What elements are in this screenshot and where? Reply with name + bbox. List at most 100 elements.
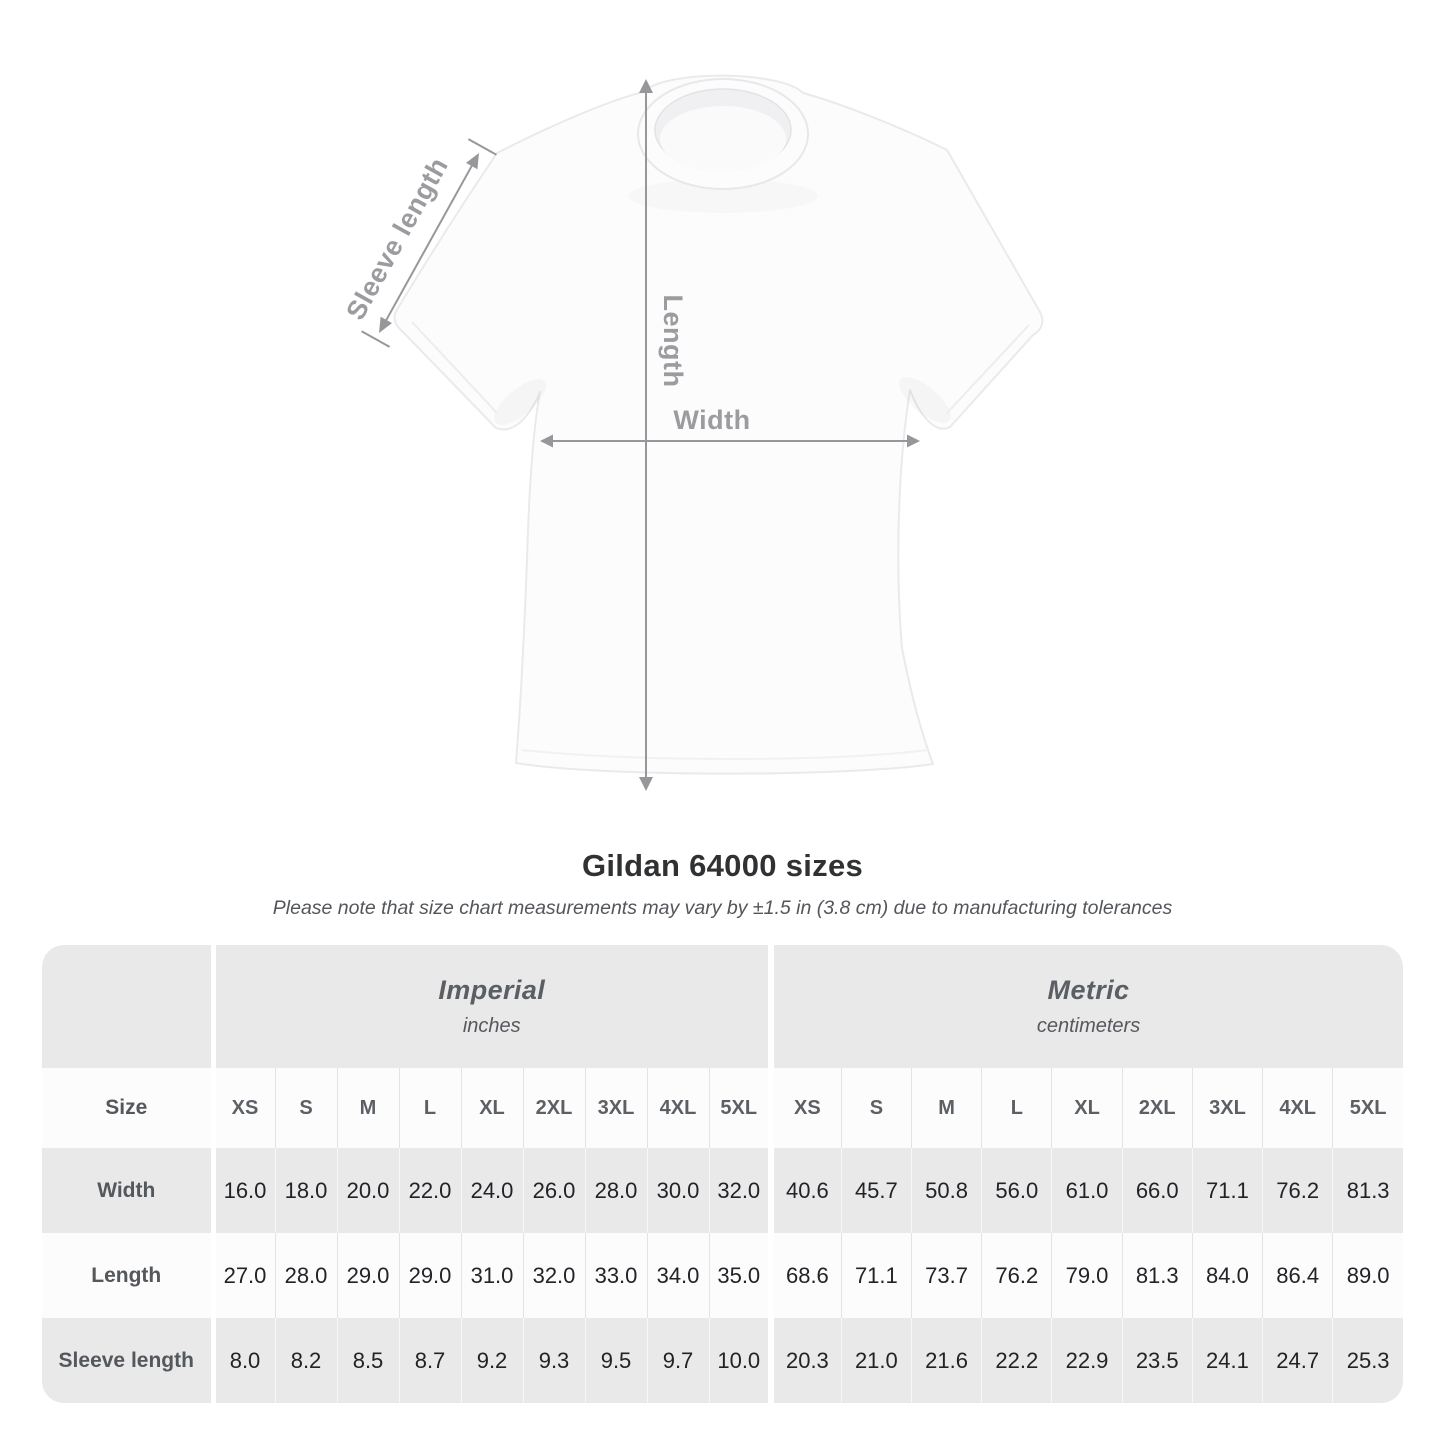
tshirt-illustration <box>393 74 1044 775</box>
measurement-cell: 81.3 <box>1332 1148 1403 1233</box>
metric-sublabel: centimeters <box>1036 1015 1141 1037</box>
measurement-cell: 24.1 <box>1191 1318 1263 1403</box>
measurement-cell: 66.0 <box>1121 1148 1193 1233</box>
measurement-cell: 73.7 <box>910 1233 982 1318</box>
row-label: Length <box>42 1233 213 1318</box>
measurement-cell: 61.0 <box>1051 1148 1123 1233</box>
sleeve-length-arrow <box>361 138 497 348</box>
measurement-cell: 26.0 <box>522 1148 585 1233</box>
measurement-cell: 76.2 <box>981 1233 1052 1318</box>
measurement-cell: 9.5 <box>584 1318 647 1403</box>
measurement-cell: 86.4 <box>1262 1233 1333 1318</box>
size-col-header: XS <box>210 1068 275 1148</box>
measurement-cell: 20.0 <box>336 1148 399 1233</box>
length-arrow <box>639 79 653 791</box>
measurement-cell: 8.7 <box>398 1318 461 1403</box>
size-corner-label: Size <box>42 1068 213 1148</box>
measurement-cell: 9.3 <box>522 1318 585 1403</box>
measurement-cell: 34.0 <box>646 1233 709 1318</box>
size-col-header: 5XL <box>1332 1068 1403 1148</box>
size-col-header: XL <box>1051 1068 1123 1148</box>
size-col-header: S <box>840 1068 912 1148</box>
unit-group-header-row: Imperial inches Metric centimeters <box>42 945 1403 1068</box>
page-title: Gildan 64000 sizes <box>581 848 864 883</box>
length-label: Length <box>658 295 688 388</box>
size-col-header: 2XL <box>522 1068 585 1148</box>
width-arrow <box>540 434 920 448</box>
measurement-cell: 18.0 <box>274 1148 337 1233</box>
measurement-cell: 8.0 <box>210 1318 275 1403</box>
measurement-cell: 40.6 <box>768 1148 842 1233</box>
measurement-cell: 23.5 <box>1121 1318 1193 1403</box>
size-col-header: S <box>274 1068 337 1148</box>
measurement-cell: 8.2 <box>274 1318 337 1403</box>
size-header-row: Size XS S M L XL 2XL 3XL 4XL 5XL XS S M … <box>42 1068 1403 1148</box>
size-table: Imperial inches Metric centimeters Size … <box>42 945 1403 1403</box>
measurement-cell: 79.0 <box>1051 1233 1123 1318</box>
tolerance-note: Please note that size chart measurements… <box>272 897 1173 919</box>
measurement-cell: 32.0 <box>522 1233 585 1318</box>
measurement-cell: 25.3 <box>1332 1318 1403 1403</box>
measurement-cell: 8.5 <box>336 1318 399 1403</box>
size-col-header: M <box>336 1068 399 1148</box>
imperial-group-header: Imperial inches <box>210 945 772 1068</box>
measurement-cell: 68.6 <box>768 1233 842 1318</box>
group-corner-cell <box>42 945 213 1068</box>
measurement-cell: 81.3 <box>1121 1233 1193 1318</box>
measurement-cell: 21.0 <box>840 1318 912 1403</box>
measurement-cell: 20.3 <box>768 1318 842 1403</box>
measurement-cell: 33.0 <box>584 1233 647 1318</box>
size-col-header: XL <box>460 1068 523 1148</box>
size-col-header: XS <box>768 1068 842 1148</box>
width-label: Width <box>673 405 750 435</box>
size-col-header: L <box>981 1068 1052 1148</box>
table-row-sleeve-length: Sleeve length 8.0 8.2 8.5 8.7 9.2 9.3 9.… <box>42 1318 1403 1403</box>
measurement-cell: 22.9 <box>1051 1318 1123 1403</box>
measurement-cell: 24.0 <box>460 1148 523 1233</box>
measurement-cell: 22.2 <box>981 1318 1052 1403</box>
collar <box>637 78 809 190</box>
measurement-cell: 56.0 <box>981 1148 1052 1233</box>
measurement-cell: 29.0 <box>398 1233 461 1318</box>
measurement-cell: 28.0 <box>584 1148 647 1233</box>
measurement-cell: 71.1 <box>1191 1148 1263 1233</box>
imperial-sublabel: inches <box>462 1015 521 1037</box>
measurement-cell: 28.0 <box>274 1233 337 1318</box>
size-col-header: 4XL <box>1262 1068 1333 1148</box>
measurement-cell: 30.0 <box>646 1148 709 1233</box>
measurement-cell: 76.2 <box>1262 1148 1333 1233</box>
imperial-label: Imperial <box>438 975 546 1005</box>
measurement-cell: 9.2 <box>460 1318 523 1403</box>
size-col-header: M <box>910 1068 982 1148</box>
measurement-cell: 84.0 <box>1191 1233 1263 1318</box>
measurement-cell: 10.0 <box>708 1318 772 1403</box>
measurement-cell: 71.1 <box>840 1233 912 1318</box>
table-row-width: Width 16.0 18.0 20.0 22.0 24.0 26.0 28.0… <box>42 1148 1403 1233</box>
size-col-header: 3XL <box>1191 1068 1263 1148</box>
size-col-header: 4XL <box>646 1068 709 1148</box>
row-label: Sleeve length <box>42 1318 213 1403</box>
measurement-cell: 45.7 <box>840 1148 912 1233</box>
measurement-cell: 24.7 <box>1262 1318 1333 1403</box>
measurement-cell: 35.0 <box>708 1233 772 1318</box>
table-row-length: Length 27.0 28.0 29.0 29.0 31.0 32.0 33.… <box>42 1233 1403 1318</box>
metric-group-header: Metric centimeters <box>768 945 1403 1068</box>
metric-label: Metric <box>1047 975 1130 1005</box>
size-col-header: 2XL <box>1121 1068 1193 1148</box>
measurement-cell: 22.0 <box>398 1148 461 1233</box>
measurement-cell: 29.0 <box>336 1233 399 1318</box>
size-col-header: 5XL <box>708 1068 772 1148</box>
measurement-cell: 32.0 <box>708 1148 772 1233</box>
size-col-header: L <box>398 1068 461 1148</box>
measurement-cell: 16.0 <box>210 1148 275 1233</box>
measurement-cell: 89.0 <box>1332 1233 1403 1318</box>
tshirt-measurement-diagram: Length Width Sleeve length <box>340 74 1044 791</box>
measurement-cell: 9.7 <box>646 1318 709 1403</box>
row-label: Width <box>42 1148 213 1233</box>
measurement-cell: 27.0 <box>210 1233 275 1318</box>
measurement-cell: 31.0 <box>460 1233 523 1318</box>
measurement-cell: 21.6 <box>910 1318 982 1403</box>
measurement-cell: 50.8 <box>910 1148 982 1233</box>
size-col-header: 3XL <box>584 1068 647 1148</box>
